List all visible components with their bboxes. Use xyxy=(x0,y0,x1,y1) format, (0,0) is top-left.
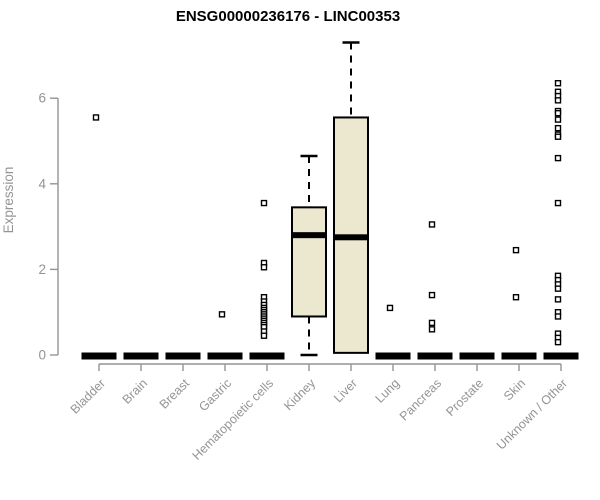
outlier-point xyxy=(260,332,268,339)
median-line xyxy=(334,234,368,241)
outlier-point xyxy=(554,109,562,117)
outlier-point xyxy=(512,246,520,254)
x-tick-label: Lung xyxy=(373,376,403,406)
y-tick-label: 2 xyxy=(38,262,46,277)
collapsed-box-median xyxy=(501,352,537,360)
outlier-point xyxy=(554,338,562,346)
y-tick-label: 4 xyxy=(38,176,46,191)
outlier-point xyxy=(428,319,436,327)
outlier-point xyxy=(260,264,268,271)
outlier-point xyxy=(554,80,562,87)
box-iqr xyxy=(291,206,327,318)
outlier-point xyxy=(554,97,562,104)
outlier-point xyxy=(554,124,562,132)
box-group xyxy=(543,80,579,360)
outlier-point xyxy=(554,116,562,123)
outlier-point xyxy=(554,133,562,140)
outlier-point xyxy=(554,313,562,320)
x-tick-label: Skin xyxy=(501,376,528,403)
median-line xyxy=(292,232,326,239)
collapsed-box-median xyxy=(249,352,285,360)
collapsed-box-median xyxy=(81,352,117,360)
box-group xyxy=(417,221,453,360)
x-tick-label: Liver xyxy=(331,376,360,405)
outlier-point xyxy=(92,114,100,121)
collapsed-box-median xyxy=(375,352,411,360)
outlier-point xyxy=(554,154,562,162)
outlier-point xyxy=(428,221,436,228)
x-tick-label: Unknown / Other xyxy=(494,376,570,452)
x-tick-label: Bladder xyxy=(68,376,108,416)
x-tick-label: Kidney xyxy=(281,376,318,413)
collapsed-box-median xyxy=(459,352,495,360)
collapsed-box-median xyxy=(123,352,159,360)
chart-title: ENSG00000236176 - LINC00353 xyxy=(176,8,400,25)
box-group xyxy=(165,352,201,360)
outlier-point xyxy=(386,304,394,312)
x-tick-label: Hematopoietic cells xyxy=(190,376,277,463)
y-tick-label: 0 xyxy=(38,348,46,363)
outlier-point xyxy=(428,326,436,333)
box-group xyxy=(123,352,159,360)
box-group xyxy=(81,114,117,360)
x-tick-label: Gastric xyxy=(196,376,234,414)
outlier-point xyxy=(554,296,562,303)
collapsed-box-median xyxy=(543,352,579,360)
collapsed-box-median xyxy=(207,352,243,360)
plot-layer xyxy=(81,41,579,360)
x-tick-label: Pancreas xyxy=(397,376,444,423)
outlier-point xyxy=(554,199,562,207)
box-group xyxy=(249,199,285,360)
box-group xyxy=(459,352,495,360)
outlier-point xyxy=(428,291,436,299)
outlier-point xyxy=(512,294,520,301)
outlier-point xyxy=(260,199,268,207)
box-group xyxy=(207,311,243,360)
collapsed-box-median xyxy=(165,352,201,360)
x-tick-label: Prostate xyxy=(443,376,486,419)
box-group xyxy=(501,246,537,360)
box-group xyxy=(375,304,411,360)
y-tick-label: 6 xyxy=(38,91,46,106)
outlier-point xyxy=(554,285,562,292)
x-tick-label: Breast xyxy=(157,376,193,412)
box-group xyxy=(333,41,369,354)
box-group xyxy=(291,154,327,357)
outlier-point xyxy=(218,311,226,318)
y-axis-label: Expression xyxy=(1,167,16,234)
x-tick-label: Brain xyxy=(120,376,151,407)
collapsed-box-median xyxy=(417,352,453,360)
